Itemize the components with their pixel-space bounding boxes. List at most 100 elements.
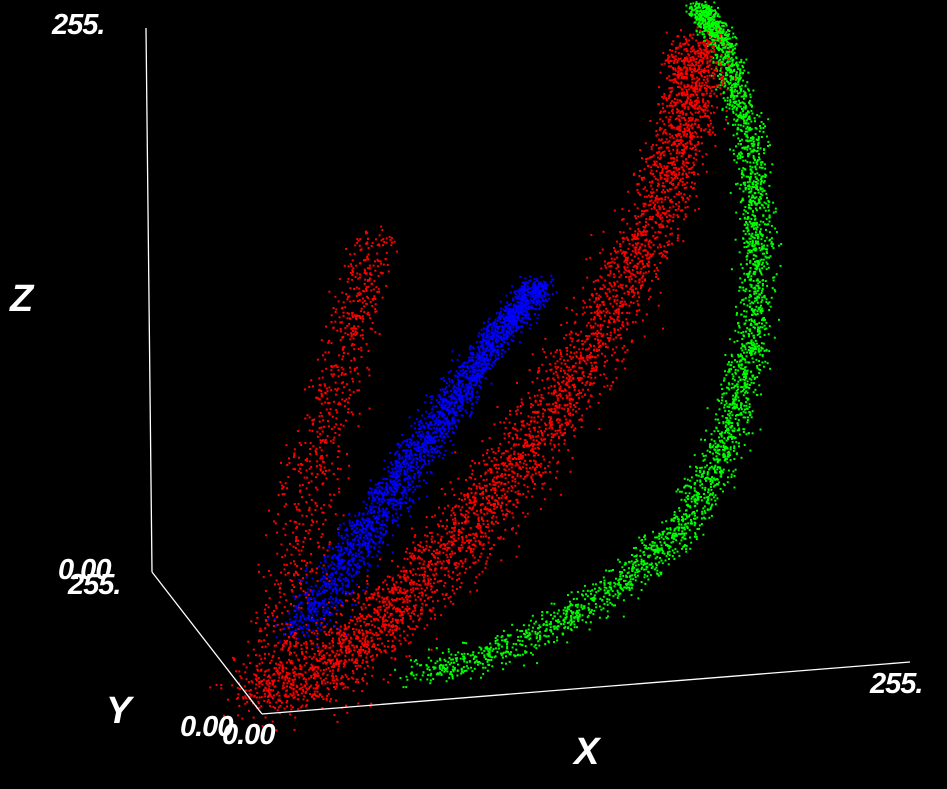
data-point	[745, 222, 748, 225]
data-point	[565, 347, 568, 349]
data-point	[671, 134, 674, 137]
data-point	[758, 331, 761, 334]
data-point	[636, 571, 639, 573]
data-point	[743, 335, 745, 338]
data-point	[708, 24, 711, 27]
data-point	[650, 199, 653, 202]
data-point	[513, 450, 516, 453]
data-point	[761, 361, 764, 364]
data-point	[734, 47, 736, 50]
data-point	[436, 589, 438, 592]
data-point	[681, 520, 684, 523]
data-point	[670, 518, 673, 521]
data-point	[749, 279, 752, 282]
data-point	[447, 597, 450, 600]
data-point	[665, 132, 668, 135]
data-point	[429, 531, 432, 534]
data-point	[449, 673, 452, 676]
data-point	[628, 580, 631, 583]
data-point	[450, 658, 453, 661]
data-point	[630, 583, 633, 585]
data-point	[619, 243, 622, 246]
data-point	[265, 682, 268, 685]
data-point	[339, 682, 342, 685]
data-point	[724, 409, 727, 412]
data-point	[285, 676, 288, 678]
data-point	[603, 589, 606, 592]
data-point	[747, 342, 750, 344]
data-point	[566, 607, 569, 610]
data-point	[711, 86, 714, 88]
data-point	[635, 252, 638, 255]
data-point	[736, 95, 739, 98]
data-point	[733, 106, 735, 109]
data-point	[517, 636, 520, 638]
data-point	[258, 696, 261, 699]
data-point	[710, 43, 713, 46]
data-point	[750, 218, 753, 220]
data-point	[514, 484, 517, 487]
data-point	[609, 261, 612, 264]
data-point	[726, 417, 729, 420]
data-point	[720, 432, 723, 435]
data-point	[370, 636, 373, 639]
data-point	[740, 130, 743, 133]
data-point	[715, 455, 718, 458]
data-point	[768, 214, 771, 217]
data-point	[517, 455, 520, 458]
data-point	[745, 330, 747, 333]
data-point	[748, 296, 751, 299]
data-point	[725, 424, 728, 427]
data-point	[707, 41, 710, 44]
data-point	[606, 337, 609, 339]
data-point	[703, 505, 706, 508]
data-point	[465, 642, 468, 645]
data-point	[700, 142, 703, 145]
data-point	[448, 559, 450, 562]
data-point	[656, 236, 659, 239]
data-point	[706, 60, 709, 63]
data-point	[626, 583, 629, 586]
data-point	[699, 484, 702, 487]
data-point	[748, 384, 751, 386]
data-point	[755, 177, 758, 180]
data-point	[641, 542, 644, 544]
data-point	[713, 440, 716, 443]
data-point	[726, 61, 728, 64]
data-point	[736, 103, 739, 106]
data-point	[749, 413, 752, 416]
data-point	[532, 439, 535, 442]
data-point	[480, 648, 483, 651]
data-point	[698, 31, 701, 34]
data-point	[471, 469, 474, 472]
data-point	[536, 465, 539, 468]
data-point	[416, 587, 419, 590]
data-point	[461, 641, 464, 644]
data-point	[711, 503, 714, 506]
data-point	[619, 584, 622, 587]
data-point	[693, 498, 696, 501]
data-point	[746, 81, 749, 84]
data-point	[748, 195, 750, 198]
data-point	[378, 586, 381, 588]
data-point	[714, 494, 717, 497]
data-point	[632, 563, 635, 566]
data-point	[753, 149, 756, 152]
data-point	[527, 392, 530, 395]
data-point	[510, 466, 513, 469]
data-point	[709, 95, 712, 98]
data-point	[371, 659, 374, 662]
data-point	[406, 601, 409, 604]
data-point	[758, 281, 761, 283]
data-point	[675, 490, 678, 493]
data-point	[643, 536, 646, 538]
data-point	[557, 625, 560, 628]
data-point	[758, 223, 761, 226]
data-point	[666, 553, 669, 555]
data-point	[726, 40, 729, 43]
data-point	[739, 183, 742, 186]
data-point	[666, 545, 669, 548]
data-point	[504, 640, 507, 643]
data-point	[594, 583, 597, 586]
data-point	[670, 144, 673, 147]
